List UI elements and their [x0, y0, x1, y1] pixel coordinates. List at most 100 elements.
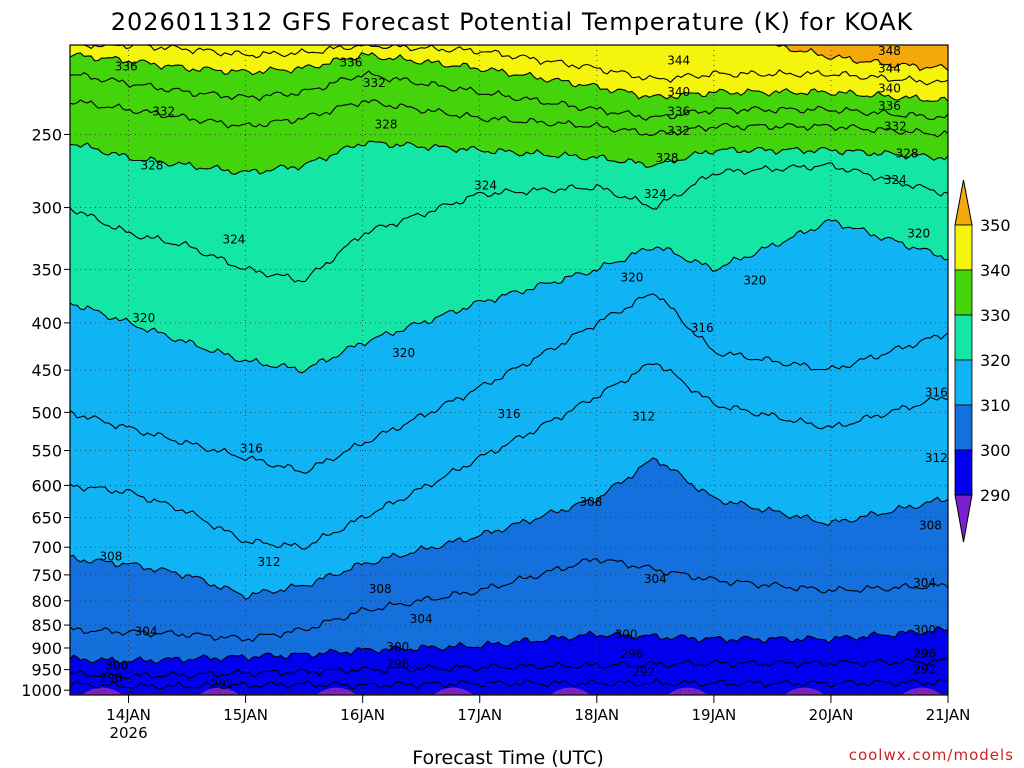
contour-label: 292: [913, 663, 936, 677]
colorbar-label: 340: [980, 261, 1011, 280]
x-tick-label: 16JAN: [340, 706, 385, 724]
contour-line-320: [70, 219, 948, 374]
colorbar-bin: [954, 314, 973, 361]
x-tick-label: 19JAN: [691, 706, 736, 724]
y-tick-label: 850: [31, 616, 62, 635]
contour-label: 308: [369, 582, 392, 596]
contour-label: 320: [907, 226, 930, 240]
cold-pocket: [784, 687, 826, 695]
contour-line-308: [70, 457, 948, 600]
contour-label: 308: [919, 518, 942, 532]
colorbar-bottom-triangle: [954, 494, 973, 543]
y-tick-label: 750: [31, 566, 62, 585]
contour-label: 292: [211, 677, 234, 691]
colorbar-bin: [954, 269, 973, 316]
contour-label: 320: [743, 274, 766, 288]
contour-label: 308: [100, 549, 123, 563]
colorbar-bin: [954, 359, 973, 406]
cold-pocket: [432, 687, 474, 695]
cold-pocket: [315, 687, 357, 695]
contour-label: 316: [925, 386, 948, 400]
contour-label: 312: [632, 409, 655, 423]
field-band-292: [70, 679, 948, 695]
contour-label: 328: [140, 158, 163, 172]
colorbar-label: 290: [980, 486, 1011, 505]
contour-label: 332: [363, 76, 386, 90]
contour-line-304: [70, 558, 948, 643]
contour-line-292: [70, 678, 948, 690]
chart-title: 2026011312 GFS Forecast Potential Temper…: [111, 8, 914, 36]
credit-text: coolwx.com/models: [849, 746, 1014, 764]
contour-label: 296: [913, 647, 936, 661]
contour-label: 324: [884, 173, 907, 187]
y-tick-label: 600: [31, 476, 62, 495]
contour-label: 316: [498, 407, 521, 421]
x-tick-label: 21JAN: [926, 706, 971, 724]
x-tick-label: 17JAN: [457, 706, 502, 724]
colorbar-label: 300: [980, 441, 1011, 460]
contour-label: 316: [240, 441, 263, 455]
contour-label: 324: [222, 233, 245, 247]
contour-label: 292: [632, 665, 655, 679]
contour-line-300: [70, 625, 948, 665]
contour-label: 340: [667, 85, 690, 99]
contour-label: 300: [105, 658, 128, 672]
field-band-348: [772, 45, 948, 71]
y-tick-label: 1000: [21, 681, 62, 700]
colorbar-label: 310: [980, 396, 1011, 415]
y-tick-label: 500: [31, 403, 62, 422]
y-tick-label: 400: [31, 314, 62, 333]
contour-label: 336: [115, 59, 138, 73]
contour-label: 320: [392, 346, 415, 360]
contour-label: 296: [100, 671, 123, 685]
contour-label: 300: [386, 640, 409, 654]
contour-label: 320: [620, 270, 643, 284]
contour-label: 312: [258, 555, 281, 569]
contour-label: 320: [132, 311, 155, 325]
colorbar-label: 350: [980, 216, 1011, 235]
contour-label: 332: [667, 124, 690, 138]
x-tick-label: 20JAN: [809, 706, 854, 724]
contour-label: 336: [340, 56, 363, 70]
contour-label: 328: [896, 146, 919, 160]
contour-label: 316: [691, 321, 714, 335]
contour-label: 348: [878, 44, 901, 58]
x-tick-label: 18JAN: [574, 706, 619, 724]
y-tick-label: 550: [31, 442, 62, 461]
y-tick-label: 950: [31, 661, 62, 680]
colorbar-bin: [954, 404, 973, 451]
x-tick-sublabel: 2026: [109, 724, 147, 742]
x-axis-label: Forecast Time (UTC): [412, 747, 603, 768]
x-tick-label: 14JAN: [106, 706, 151, 724]
contour-label: 324: [644, 187, 667, 201]
contour-label: 312: [925, 451, 948, 465]
colorbar-label: 330: [980, 306, 1011, 325]
contour-label: 328: [375, 118, 398, 132]
contour-line-336: [70, 70, 948, 121]
colorbar-label: 320: [980, 351, 1011, 370]
contour-label: 304: [913, 576, 936, 590]
contour-line-332: [70, 99, 948, 138]
y-tick-label: 350: [31, 260, 62, 279]
y-tick-label: 700: [31, 538, 62, 557]
contour-line-324: [70, 162, 948, 283]
contour-label: 344: [667, 54, 690, 68]
contour-label: 332: [884, 119, 907, 133]
contour-label: 300: [913, 623, 936, 637]
cold-pocket: [901, 687, 943, 695]
y-tick-label: 800: [31, 592, 62, 611]
contour-line-316: [70, 293, 948, 474]
contour-label: 336: [667, 104, 690, 118]
contour-line-312: [70, 363, 948, 550]
contour-line-348: [772, 45, 948, 72]
contour-label: 296: [620, 647, 643, 661]
colorbar-top-triangle: [954, 179, 973, 226]
cold-pocket: [667, 687, 709, 695]
contour-label: 304: [644, 572, 667, 586]
y-tick-label: 900: [31, 639, 62, 658]
contour-label: 332: [152, 104, 175, 118]
colorbar-bin: [954, 224, 973, 271]
y-tick-label: 450: [31, 361, 62, 380]
contour-label: 296: [386, 657, 409, 671]
